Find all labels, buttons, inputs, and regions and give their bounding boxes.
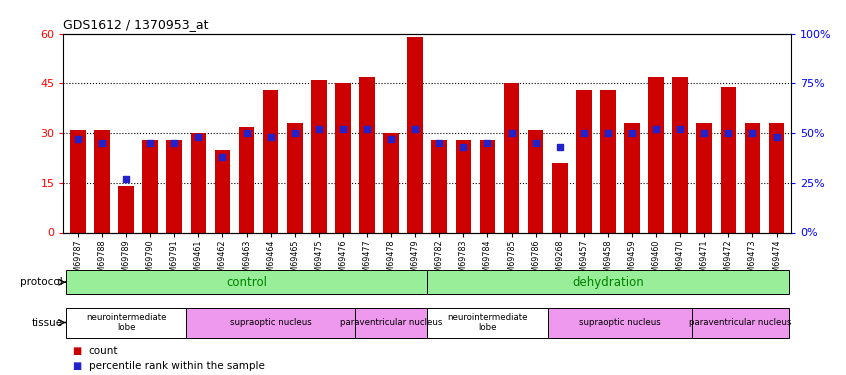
Point — [119, 176, 133, 182]
Text: GDS1612 / 1370953_at: GDS1612 / 1370953_at — [63, 18, 209, 31]
Point — [336, 126, 349, 132]
Point — [312, 126, 326, 132]
Bar — [287, 123, 303, 232]
Point — [71, 136, 85, 142]
Text: ■: ■ — [72, 361, 81, 370]
Text: neurointermediate
lobe: neurointermediate lobe — [85, 313, 167, 332]
Text: percentile rank within the sample: percentile rank within the sample — [89, 361, 265, 370]
Bar — [360, 77, 375, 232]
Point — [697, 130, 711, 136]
Bar — [624, 123, 640, 232]
Point — [360, 126, 374, 132]
Point — [770, 134, 783, 140]
Point — [191, 134, 205, 140]
Bar — [142, 140, 158, 232]
Bar — [167, 140, 182, 232]
Point — [745, 130, 759, 136]
Text: ■: ■ — [72, 346, 81, 355]
Bar — [335, 84, 351, 232]
Text: count: count — [89, 346, 118, 355]
Text: control: control — [226, 276, 267, 289]
Point — [722, 130, 735, 136]
Bar — [455, 140, 471, 232]
Bar — [552, 163, 568, 232]
Bar — [190, 133, 206, 232]
Bar — [547, 308, 692, 338]
Bar — [311, 80, 327, 232]
Text: tissue: tissue — [31, 318, 63, 327]
Text: dehydration: dehydration — [572, 276, 644, 289]
Bar — [648, 77, 664, 232]
Text: supraoptic nucleus: supraoptic nucleus — [579, 318, 661, 327]
Bar — [408, 37, 423, 232]
Bar — [576, 90, 591, 232]
Bar — [427, 270, 788, 294]
Text: paraventricular nucleus: paraventricular nucleus — [689, 318, 792, 327]
Bar — [692, 308, 788, 338]
Bar — [70, 130, 85, 232]
Bar — [503, 84, 519, 232]
Text: protocol: protocol — [20, 277, 63, 287]
Bar — [721, 87, 736, 232]
Point — [264, 134, 277, 140]
Bar — [431, 140, 447, 232]
Point — [577, 130, 591, 136]
Bar — [427, 308, 547, 338]
Point — [288, 130, 301, 136]
Text: neurointermediate
lobe: neurointermediate lobe — [448, 313, 528, 332]
Point — [673, 126, 687, 132]
Point — [239, 130, 253, 136]
Bar — [239, 126, 255, 232]
Point — [650, 126, 663, 132]
Bar — [186, 308, 355, 338]
Bar — [66, 308, 186, 338]
Bar — [94, 130, 110, 232]
Bar — [744, 123, 761, 232]
Bar — [215, 150, 230, 232]
Bar — [383, 133, 399, 232]
Point — [168, 140, 181, 146]
Bar — [480, 140, 495, 232]
Bar — [673, 77, 688, 232]
Bar — [769, 123, 784, 232]
Point — [384, 136, 398, 142]
Bar — [696, 123, 712, 232]
Bar — [528, 130, 543, 232]
Bar — [263, 90, 278, 232]
Point — [144, 140, 157, 146]
Point — [96, 140, 109, 146]
Text: supraoptic nucleus: supraoptic nucleus — [230, 318, 311, 327]
Point — [553, 144, 567, 150]
Point — [625, 130, 639, 136]
Point — [457, 144, 470, 150]
Point — [409, 126, 422, 132]
Point — [216, 154, 229, 160]
Point — [602, 130, 615, 136]
Text: paraventricular nucleus: paraventricular nucleus — [340, 318, 442, 327]
Bar — [66, 270, 427, 294]
Bar — [355, 308, 427, 338]
Point — [481, 140, 494, 146]
Bar — [118, 186, 134, 232]
Point — [529, 140, 542, 146]
Bar — [600, 90, 616, 232]
Point — [432, 140, 446, 146]
Point — [505, 130, 519, 136]
